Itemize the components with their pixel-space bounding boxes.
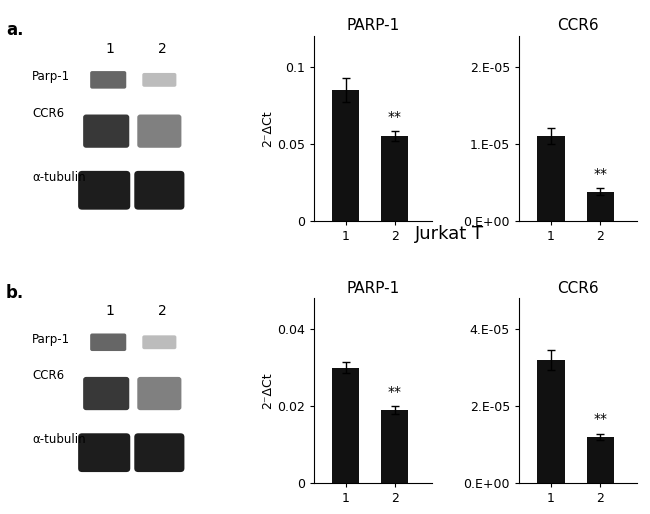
Text: 2: 2 — [158, 42, 167, 56]
FancyBboxPatch shape — [142, 73, 176, 87]
Bar — [538, 360, 564, 483]
Text: Jurkat T: Jurkat T — [415, 225, 484, 243]
Text: α-tubulin: α-tubulin — [32, 171, 86, 184]
Text: 2: 2 — [158, 304, 167, 318]
FancyBboxPatch shape — [90, 334, 126, 351]
FancyBboxPatch shape — [135, 171, 185, 210]
FancyBboxPatch shape — [137, 377, 181, 410]
FancyBboxPatch shape — [90, 71, 126, 88]
Text: **: ** — [388, 385, 402, 399]
FancyBboxPatch shape — [78, 171, 130, 210]
Title: PARP-1: PARP-1 — [346, 281, 399, 296]
Text: Parp-1: Parp-1 — [32, 333, 70, 345]
Text: CCR6: CCR6 — [32, 370, 64, 382]
Bar — [586, 437, 614, 483]
FancyBboxPatch shape — [78, 433, 130, 472]
Bar — [538, 136, 564, 221]
FancyBboxPatch shape — [83, 115, 129, 148]
Text: 1: 1 — [106, 304, 114, 318]
Text: b.: b. — [6, 284, 24, 302]
Text: **: ** — [593, 167, 607, 181]
Text: a.: a. — [6, 21, 23, 39]
Text: **: ** — [388, 110, 402, 124]
Text: 1: 1 — [106, 42, 114, 56]
FancyBboxPatch shape — [83, 377, 129, 410]
FancyBboxPatch shape — [135, 433, 185, 472]
Text: CCR6: CCR6 — [32, 107, 64, 120]
Bar — [382, 136, 408, 221]
Text: Parp-1: Parp-1 — [32, 70, 70, 83]
Bar — [382, 410, 408, 483]
Y-axis label: 2⁻ΔCt: 2⁻ΔCt — [261, 110, 274, 146]
FancyBboxPatch shape — [137, 115, 181, 148]
Text: α-tubulin: α-tubulin — [32, 433, 86, 446]
Title: PARP-1: PARP-1 — [346, 19, 399, 33]
Text: **: ** — [593, 413, 607, 427]
Title: CCR6: CCR6 — [557, 281, 599, 296]
Bar — [332, 90, 359, 221]
Bar — [332, 368, 359, 483]
Bar — [586, 192, 614, 221]
Title: CCR6: CCR6 — [557, 19, 599, 33]
FancyBboxPatch shape — [142, 335, 176, 349]
Y-axis label: 2⁻ΔCt: 2⁻ΔCt — [261, 373, 274, 409]
